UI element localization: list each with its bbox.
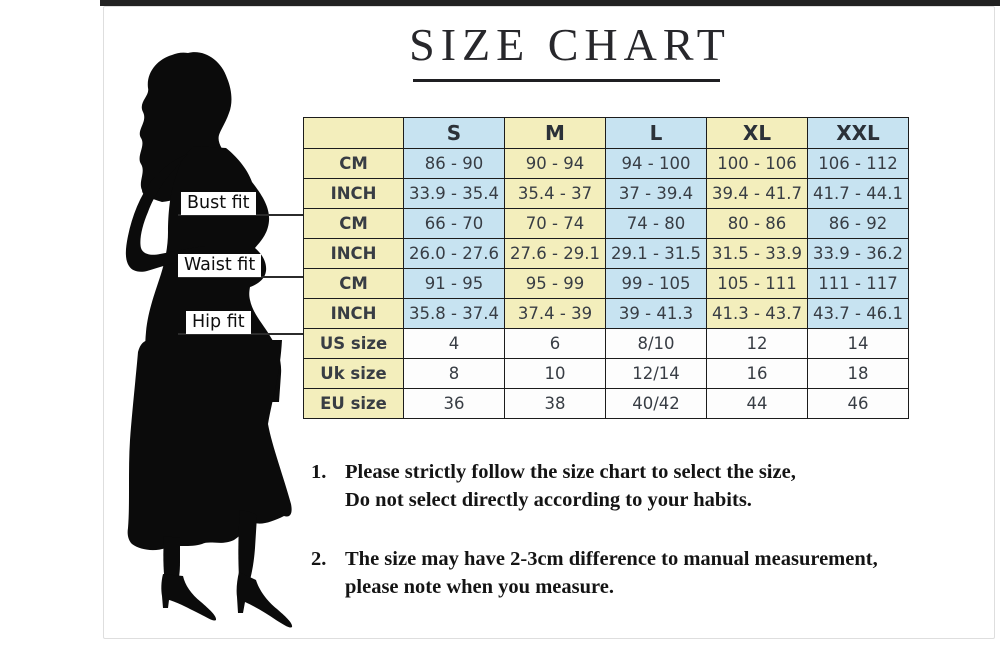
note-1-number: 1. [311, 461, 327, 483]
size-cell: 39.4 - 41.7 [706, 178, 808, 209]
row-label: CM [303, 268, 404, 299]
size-cell: 18 [807, 358, 909, 389]
row-label: INCH [303, 178, 404, 209]
row-label: INCH [303, 298, 404, 329]
waist-fit-label: Waist fit [178, 254, 262, 277]
table-row-waist-inch: INCH 26.0 - 27.6 27.6 - 29.1 29.1 - 31.5… [303, 238, 909, 269]
table-row-bust-cm: CM 86 - 90 90 - 94 94 - 100 100 - 106 10… [303, 148, 909, 179]
size-cell: 16 [706, 358, 808, 389]
size-cell: 12 [706, 328, 808, 359]
size-cell: 111 - 117 [807, 268, 909, 299]
row-label: US size [303, 328, 404, 359]
size-cell: 36 [403, 388, 505, 419]
size-cell: 86 - 92 [807, 208, 909, 239]
top-border-strip [100, 0, 1000, 6]
silhouette-shapes [125, 52, 293, 628]
row-label: EU size [303, 388, 404, 419]
size-cell: 91 - 95 [403, 268, 505, 299]
size-cell: 80 - 86 [706, 208, 808, 239]
size-cell: 40/42 [605, 388, 707, 419]
size-cell: 95 - 99 [504, 268, 606, 299]
size-cell: 46 [807, 388, 909, 419]
bust-fit-label: Bust fit [181, 192, 256, 215]
title-underline [413, 79, 720, 82]
size-cell: 100 - 106 [706, 148, 808, 179]
size-cell: 10 [504, 358, 606, 389]
header-size-l: L [605, 117, 707, 149]
note-2-line-2: please note when you measure. [345, 576, 614, 598]
size-cell: 12/14 [605, 358, 707, 389]
bust-connector-line [178, 214, 304, 216]
size-cell: 37 - 39.4 [605, 178, 707, 209]
row-label: CM [303, 208, 404, 239]
size-cell: 35.8 - 37.4 [403, 298, 505, 329]
header-empty-cell [303, 117, 404, 149]
size-cell: 33.9 - 35.4 [403, 178, 505, 209]
size-cell: 43.7 - 46.1 [807, 298, 909, 329]
row-label: INCH [303, 238, 404, 269]
size-cell: 37.4 - 39 [504, 298, 606, 329]
note-2-number: 2. [311, 548, 327, 570]
hip-connector-line [178, 333, 304, 335]
row-label: Uk size [303, 358, 404, 389]
image-frame [103, 6, 995, 639]
note-1: 1. Please strictly follow the size chart … [311, 458, 796, 514]
table-row-eu-size: EU size 36 38 40/42 44 46 [303, 388, 909, 419]
size-cell: 74 - 80 [605, 208, 707, 239]
size-cell: 8 [403, 358, 505, 389]
size-cell: 8/10 [605, 328, 707, 359]
size-cell: 38 [504, 388, 606, 419]
header-size-m: M [504, 117, 606, 149]
size-cell: 41.7 - 44.1 [807, 178, 909, 209]
size-cell: 6 [504, 328, 606, 359]
table-row-uk-size: Uk size 8 10 12/14 16 18 [303, 358, 909, 389]
size-cell: 27.6 - 29.1 [504, 238, 606, 269]
table-row-us-size: US size 4 6 8/10 12 14 [303, 328, 909, 359]
size-cell: 33.9 - 36.2 [807, 238, 909, 269]
note-2: 2. The size may have 2-3cm difference to … [311, 545, 878, 601]
table-row-hip-cm: CM 91 - 95 95 - 99 99 - 105 105 - 111 11… [303, 268, 909, 299]
size-cell: 70 - 74 [504, 208, 606, 239]
size-cell: 29.1 - 31.5 [605, 238, 707, 269]
size-cell: 4 [403, 328, 505, 359]
table-row-hip-inch: INCH 35.8 - 37.4 37.4 - 39 39 - 41.3 41.… [303, 298, 909, 329]
size-table: S M L XL XXL CM 86 - 90 90 - 94 94 - 100… [303, 117, 909, 419]
size-cell: 26.0 - 27.6 [403, 238, 505, 269]
header-size-xxl: XXL [807, 117, 909, 149]
size-cell: 14 [807, 328, 909, 359]
size-cell: 86 - 90 [403, 148, 505, 179]
page-title: SIZE CHART [409, 19, 731, 70]
size-cell: 66 - 70 [403, 208, 505, 239]
size-cell: 39 - 41.3 [605, 298, 707, 329]
header-size-s: S [403, 117, 505, 149]
hip-fit-label: Hip fit [186, 311, 251, 334]
size-cell: 106 - 112 [807, 148, 909, 179]
note-1-line-2: Do not select directly according to your… [345, 489, 752, 511]
size-cell: 44 [706, 388, 808, 419]
table-row-bust-inch: INCH 33.9 - 35.4 35.4 - 37 37 - 39.4 39.… [303, 178, 909, 209]
waist-connector-line [178, 276, 304, 278]
size-cell: 35.4 - 37 [504, 178, 606, 209]
header-size-xl: XL [706, 117, 808, 149]
size-cell: 99 - 105 [605, 268, 707, 299]
note-2-line-1: The size may have 2-3cm difference to ma… [345, 548, 878, 570]
size-cell: 105 - 111 [706, 268, 808, 299]
size-cell: 41.3 - 43.7 [706, 298, 808, 329]
table-row-waist-cm: CM 66 - 70 70 - 74 74 - 80 80 - 86 86 - … [303, 208, 909, 239]
size-cell: 94 - 100 [605, 148, 707, 179]
size-cell: 90 - 94 [504, 148, 606, 179]
note-1-line-1: Please strictly follow the size chart to… [345, 461, 796, 483]
size-cell: 31.5 - 33.9 [706, 238, 808, 269]
table-header-row: S M L XL XXL [303, 117, 909, 149]
row-label: CM [303, 148, 404, 179]
